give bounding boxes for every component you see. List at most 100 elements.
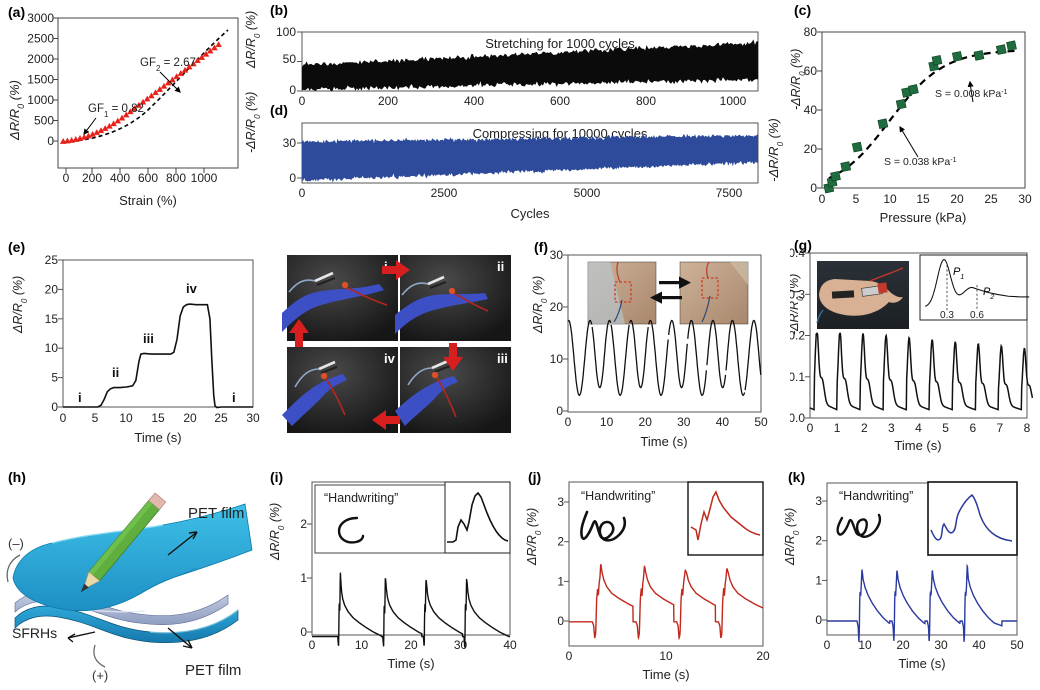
svg-text:0.3: 0.3 bbox=[940, 310, 954, 321]
svg-text:200: 200 bbox=[378, 94, 398, 108]
svg-text:Time (s): Time (s) bbox=[134, 430, 181, 445]
svg-text:(e): (e) bbox=[8, 239, 25, 255]
svg-text:40: 40 bbox=[716, 415, 730, 429]
svg-text:600: 600 bbox=[550, 94, 570, 108]
svg-text:0: 0 bbox=[300, 625, 307, 639]
svg-text:iii: iii bbox=[143, 331, 154, 346]
svg-text:(+): (+) bbox=[92, 668, 108, 683]
svg-text:0.4: 0.4 bbox=[790, 246, 805, 260]
svg-text:Time (s): Time (s) bbox=[894, 438, 941, 453]
svg-text:2: 2 bbox=[300, 517, 307, 531]
svg-text:Time (s): Time (s) bbox=[387, 656, 434, 671]
svg-text:(h): (h) bbox=[8, 469, 26, 485]
svg-text:(–): (–) bbox=[8, 536, 24, 551]
svg-text:0: 0 bbox=[309, 638, 316, 652]
svg-text:Stretching for 1000 cycles: Stretching for 1000 cycles bbox=[485, 36, 635, 51]
svg-text:ii: ii bbox=[112, 365, 119, 380]
svg-text:PET film: PET film bbox=[185, 662, 241, 679]
svg-text:ΔR/R0 (%): ΔR/R0 (%) bbox=[244, 11, 262, 69]
svg-text:20: 20 bbox=[183, 411, 197, 425]
svg-text:30: 30 bbox=[934, 638, 948, 652]
svg-text:10: 10 bbox=[119, 411, 133, 425]
svg-text:50: 50 bbox=[283, 52, 297, 66]
svg-text:i: i bbox=[232, 390, 236, 405]
svg-text:0.1: 0.1 bbox=[790, 370, 805, 384]
svg-text:20: 20 bbox=[896, 638, 910, 652]
svg-text:ΔR/R0 (%): ΔR/R0 (%) bbox=[11, 276, 29, 334]
svg-text:5: 5 bbox=[51, 371, 58, 385]
svg-text:2: 2 bbox=[861, 421, 868, 435]
svg-text:ii: ii bbox=[497, 259, 504, 274]
svg-text:(b): (b) bbox=[270, 2, 288, 18]
svg-text:15: 15 bbox=[45, 312, 59, 326]
svg-text:4: 4 bbox=[915, 421, 922, 435]
svg-text:Time (s): Time (s) bbox=[898, 656, 945, 671]
svg-text:30: 30 bbox=[283, 136, 297, 150]
svg-text:100: 100 bbox=[276, 25, 296, 39]
svg-text:0: 0 bbox=[289, 83, 296, 97]
svg-text:2: 2 bbox=[815, 534, 822, 548]
svg-text:1: 1 bbox=[300, 571, 307, 585]
svg-text:20: 20 bbox=[45, 282, 59, 296]
svg-text:40: 40 bbox=[503, 638, 517, 652]
svg-text:ΔR/R0 (%): ΔR/R0 (%) bbox=[531, 276, 549, 334]
svg-text:0: 0 bbox=[51, 400, 58, 414]
svg-text:10: 10 bbox=[659, 649, 673, 663]
svg-text:-ΔR/R0 (%): -ΔR/R0 (%) bbox=[790, 274, 805, 335]
svg-text:50: 50 bbox=[1010, 638, 1024, 652]
svg-text:10: 10 bbox=[600, 415, 614, 429]
svg-text:10: 10 bbox=[45, 341, 59, 355]
svg-text:“Handwriting”: “Handwriting” bbox=[581, 489, 655, 503]
svg-text:0: 0 bbox=[556, 404, 563, 418]
svg-text:0.0: 0.0 bbox=[790, 411, 805, 425]
svg-text:1: 1 bbox=[834, 421, 841, 435]
svg-text:PET film: PET film bbox=[188, 505, 244, 522]
svg-text:10: 10 bbox=[858, 638, 872, 652]
svg-text:0: 0 bbox=[566, 649, 573, 663]
svg-text:0: 0 bbox=[807, 421, 814, 435]
svg-text:i: i bbox=[78, 390, 82, 405]
svg-text:0: 0 bbox=[289, 171, 296, 185]
svg-text:3: 3 bbox=[557, 495, 564, 509]
svg-text:7: 7 bbox=[997, 421, 1004, 435]
svg-text:20: 20 bbox=[404, 638, 418, 652]
svg-text:30: 30 bbox=[246, 411, 260, 425]
svg-text:5: 5 bbox=[942, 421, 949, 435]
svg-text:25: 25 bbox=[45, 253, 59, 267]
svg-text:1000: 1000 bbox=[720, 94, 747, 108]
svg-text:40: 40 bbox=[972, 638, 986, 652]
svg-text:iii: iii bbox=[497, 351, 508, 366]
svg-text:20: 20 bbox=[756, 649, 770, 663]
svg-text:Cycles: Cycles bbox=[510, 206, 550, 221]
svg-text:5000: 5000 bbox=[574, 186, 601, 200]
svg-text:10: 10 bbox=[355, 638, 369, 652]
svg-text:7500: 7500 bbox=[716, 186, 743, 200]
svg-text:0.6: 0.6 bbox=[970, 310, 984, 321]
svg-text:ΔR/R0 (%): ΔR/R0 (%) bbox=[268, 503, 286, 561]
svg-text:Time (s): Time (s) bbox=[642, 667, 689, 682]
svg-text:1: 1 bbox=[557, 574, 564, 588]
svg-text:20: 20 bbox=[550, 300, 564, 314]
svg-text:50: 50 bbox=[754, 415, 768, 429]
svg-text:6: 6 bbox=[969, 421, 976, 435]
svg-text:0: 0 bbox=[299, 94, 306, 108]
svg-text:(f): (f) bbox=[534, 239, 548, 255]
svg-text:0: 0 bbox=[565, 415, 572, 429]
svg-text:800: 800 bbox=[636, 94, 656, 108]
svg-text:0: 0 bbox=[815, 613, 822, 627]
svg-text:-ΔR/R0 (%): -ΔR/R0 (%) bbox=[766, 118, 785, 182]
svg-text:“Handwriting”: “Handwriting” bbox=[324, 491, 398, 505]
svg-text:(k): (k) bbox=[788, 469, 805, 485]
svg-text:15: 15 bbox=[151, 411, 165, 425]
svg-text:0: 0 bbox=[557, 614, 564, 628]
svg-text:(i): (i) bbox=[270, 469, 283, 485]
svg-text:3: 3 bbox=[815, 494, 822, 508]
svg-text:(d): (d) bbox=[270, 102, 288, 118]
svg-text:iv: iv bbox=[384, 351, 396, 366]
svg-text:1: 1 bbox=[815, 573, 822, 587]
svg-text:25: 25 bbox=[214, 411, 228, 425]
svg-text:10: 10 bbox=[550, 352, 564, 366]
svg-text:20: 20 bbox=[639, 415, 653, 429]
svg-text:2500: 2500 bbox=[431, 186, 458, 200]
svg-text:2: 2 bbox=[557, 535, 564, 549]
